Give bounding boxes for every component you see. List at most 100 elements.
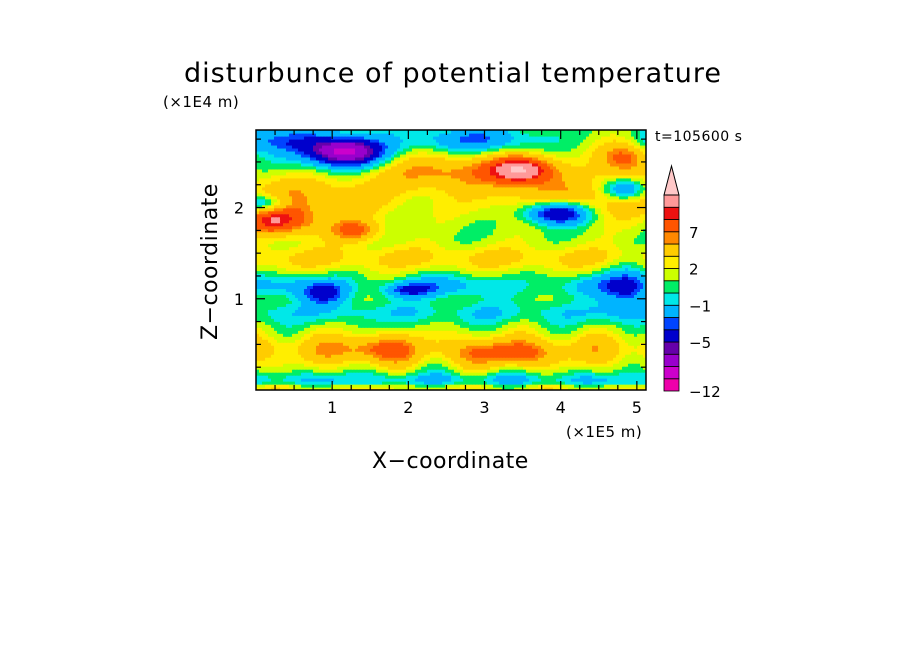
- field-cell: [505, 375, 509, 379]
- field-cell: [409, 306, 413, 310]
- field-cell: [499, 384, 503, 388]
- field-cell: [598, 324, 602, 328]
- field-cell: [556, 378, 560, 382]
- field-cell: [511, 342, 515, 346]
- field-cell: [460, 381, 464, 385]
- field-cell: [289, 366, 293, 370]
- field-cell: [409, 363, 413, 367]
- field-cell: [535, 333, 539, 337]
- field-cell: [496, 378, 500, 382]
- field-cell: [295, 366, 299, 370]
- field-cell: [304, 333, 308, 337]
- field-cell: [484, 387, 488, 390]
- field-cell: [463, 360, 467, 364]
- field-cell: [475, 342, 479, 346]
- field-cell: [526, 348, 530, 352]
- field-cell: [442, 372, 446, 376]
- field-cell: [436, 378, 440, 382]
- field-cell: [535, 363, 539, 367]
- field-cell: [622, 330, 626, 334]
- field-cell: [640, 333, 644, 337]
- field-cell: [457, 330, 461, 334]
- field-cell: [316, 324, 320, 328]
- field-cell: [547, 342, 551, 346]
- field-cell: [550, 312, 554, 316]
- field-cell: [403, 324, 407, 328]
- field-cell: [268, 342, 272, 346]
- field-cell: [313, 315, 317, 319]
- field-cell: [256, 354, 260, 358]
- field-cell: [283, 318, 287, 322]
- field-cell: [325, 333, 329, 337]
- field-cell: [574, 360, 578, 364]
- field-cell: [397, 381, 401, 385]
- field-cell: [376, 351, 380, 355]
- field-cell: [487, 315, 491, 319]
- field-cell: [316, 345, 320, 349]
- field-cell: [565, 351, 569, 355]
- field-cell: [307, 357, 311, 361]
- field-cell: [511, 339, 515, 343]
- field-cell: [454, 375, 458, 379]
- field-cell: [592, 318, 596, 322]
- field-cell: [334, 351, 338, 355]
- field-cell: [634, 354, 638, 358]
- field-cell: [295, 309, 299, 313]
- field-cell: [292, 378, 296, 382]
- field-cell: [412, 306, 416, 310]
- field-cell: [637, 321, 641, 325]
- field-cell: [406, 327, 410, 331]
- field-cell: [487, 342, 491, 346]
- field-cell: [613, 330, 617, 334]
- field-cell: [607, 348, 611, 352]
- field-cell: [514, 372, 518, 376]
- field-cell: [358, 378, 362, 382]
- field-cell: [343, 363, 347, 367]
- field-cell: [286, 309, 290, 313]
- field-cell: [343, 366, 347, 370]
- field-cell: [313, 336, 317, 340]
- field-cell: [493, 378, 497, 382]
- field-cell: [364, 378, 368, 382]
- field-cell: [559, 315, 563, 319]
- field-cell: [349, 363, 353, 367]
- field-cell: [625, 345, 629, 349]
- field-cell: [496, 327, 500, 331]
- field-cell: [352, 360, 356, 364]
- field-cell: [376, 354, 380, 358]
- field-cell: [376, 372, 380, 376]
- field-cell: [448, 357, 452, 361]
- field-cell: [370, 327, 374, 331]
- field-cell: [550, 387, 554, 390]
- field-cell: [523, 378, 527, 382]
- field-cell: [394, 303, 398, 307]
- field-cell: [634, 318, 638, 322]
- field-cell: [541, 318, 545, 322]
- field-cell: [334, 363, 338, 367]
- field-cell: [550, 366, 554, 370]
- field-cell: [343, 321, 347, 325]
- field-cell: [382, 309, 386, 313]
- field-cell: [385, 357, 389, 361]
- field-cell: [388, 312, 392, 316]
- field-cell: [280, 360, 284, 364]
- field-cell: [442, 312, 446, 316]
- field-cell: [415, 384, 419, 388]
- field-cell: [370, 315, 374, 319]
- field-cell: [565, 384, 569, 388]
- field-cell: [262, 369, 266, 373]
- field-cell: [553, 375, 557, 379]
- field-cell: [436, 357, 440, 361]
- field-cell: [295, 351, 299, 355]
- field-cell: [301, 318, 305, 322]
- field-cell: [334, 318, 338, 322]
- field-cell: [640, 369, 644, 373]
- field-cell: [370, 366, 374, 370]
- field-cell: [289, 330, 293, 334]
- field-cell: [463, 309, 467, 313]
- field-cell: [310, 354, 314, 358]
- field-cell: [418, 342, 422, 346]
- field-cell: [640, 321, 644, 325]
- field-cell: [454, 312, 458, 316]
- field-cell: [604, 366, 608, 370]
